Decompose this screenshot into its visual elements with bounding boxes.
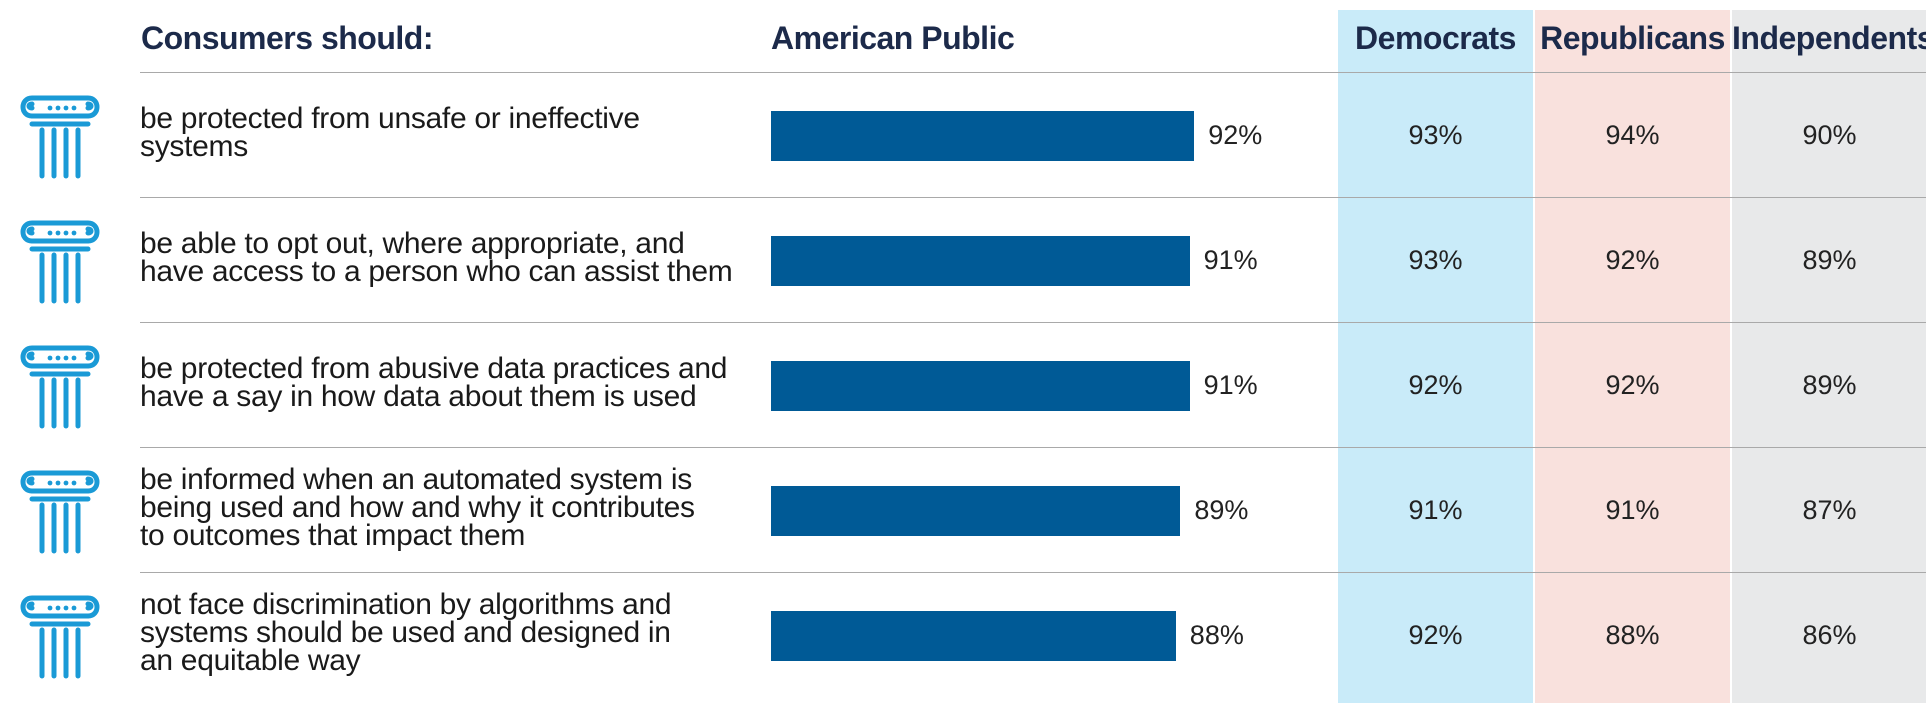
- statement-text: be informed when an automated system is b…: [140, 462, 740, 552]
- american-public-bar: [771, 236, 1190, 286]
- statement-line: systems should be used and designed in: [140, 615, 671, 649]
- american-public-header: American Public: [771, 20, 1015, 56]
- greek-column-icon: [10, 584, 110, 684]
- independents-value: 86%: [1802, 620, 1857, 650]
- statement-line: be informed when an automated system is: [140, 462, 692, 496]
- statement-header: Consumers should:: [141, 20, 433, 56]
- greek-column-icon: [10, 459, 110, 559]
- row-divider: [140, 572, 1926, 573]
- republicans-value: 88%: [1605, 620, 1660, 650]
- statement-line: not face discrimination by algorithms an…: [140, 587, 672, 621]
- democrats-value: 91%: [1408, 495, 1463, 525]
- statement-line: an equitable way: [140, 643, 361, 677]
- row-divider: [140, 72, 1926, 73]
- democrats-column-bg: [1338, 10, 1533, 703]
- democrats-value: 93%: [1408, 245, 1463, 275]
- republicans-value: 92%: [1605, 245, 1660, 275]
- american-public-bar: [771, 611, 1176, 661]
- independents-value: 87%: [1802, 495, 1857, 525]
- statement-text: be protected from unsafe or ineffective s…: [140, 101, 740, 163]
- statement-text: not face discrimination by algorithms an…: [140, 587, 740, 677]
- row-divider: [140, 447, 1926, 448]
- american-public-value: 92%: [1208, 120, 1263, 150]
- independents-value: 89%: [1802, 245, 1857, 275]
- statement-line: to outcomes that impact them: [140, 518, 526, 552]
- american-public-value: 89%: [1194, 495, 1249, 525]
- greek-column-icon: [10, 84, 110, 184]
- american-public-bar: [771, 486, 1181, 536]
- statement-line: systems: [140, 129, 248, 163]
- democrats-header: Democrats: [1355, 20, 1516, 56]
- statement-text: be protected from abusive data practices…: [140, 351, 740, 413]
- row-divider: [140, 322, 1926, 323]
- democrats-value: 93%: [1408, 120, 1463, 150]
- democrats-value: 92%: [1408, 620, 1463, 650]
- independents-value: 89%: [1802, 370, 1857, 400]
- statement-line: have access to a person who can assist t…: [140, 254, 733, 288]
- greek-column-icon: [10, 209, 110, 309]
- american-public-value: 91%: [1203, 370, 1258, 400]
- republicans-value: 91%: [1605, 495, 1660, 525]
- greek-column-icon: [10, 334, 110, 434]
- statement-line: be protected from abusive data practices…: [140, 351, 728, 385]
- row-divider: [140, 197, 1926, 198]
- american-public-bar: [771, 111, 1195, 161]
- statement-line: be able to opt out, where appropriate, a…: [140, 226, 685, 260]
- statement-text: be able to opt out, where appropriate, a…: [140, 226, 740, 288]
- american-public-value: 88%: [1189, 620, 1244, 650]
- statement-line: be protected from unsafe or ineffective: [140, 101, 640, 135]
- statement-line: have a say in how data about them is use…: [140, 379, 697, 413]
- republicans-value: 92%: [1605, 370, 1660, 400]
- independents-value: 90%: [1802, 120, 1857, 150]
- american-public-bar: [771, 361, 1190, 411]
- statement-line: being used and how and why it contribute…: [140, 490, 695, 524]
- republicans-column-bg: [1535, 10, 1730, 703]
- republicans-value: 94%: [1605, 120, 1660, 150]
- american-public-value: 91%: [1203, 245, 1258, 275]
- independents-header: Independents: [1732, 20, 1926, 56]
- republicans-header: Republicans: [1540, 20, 1725, 56]
- independents-column-bg: [1732, 10, 1926, 703]
- democrats-value: 92%: [1408, 370, 1463, 400]
